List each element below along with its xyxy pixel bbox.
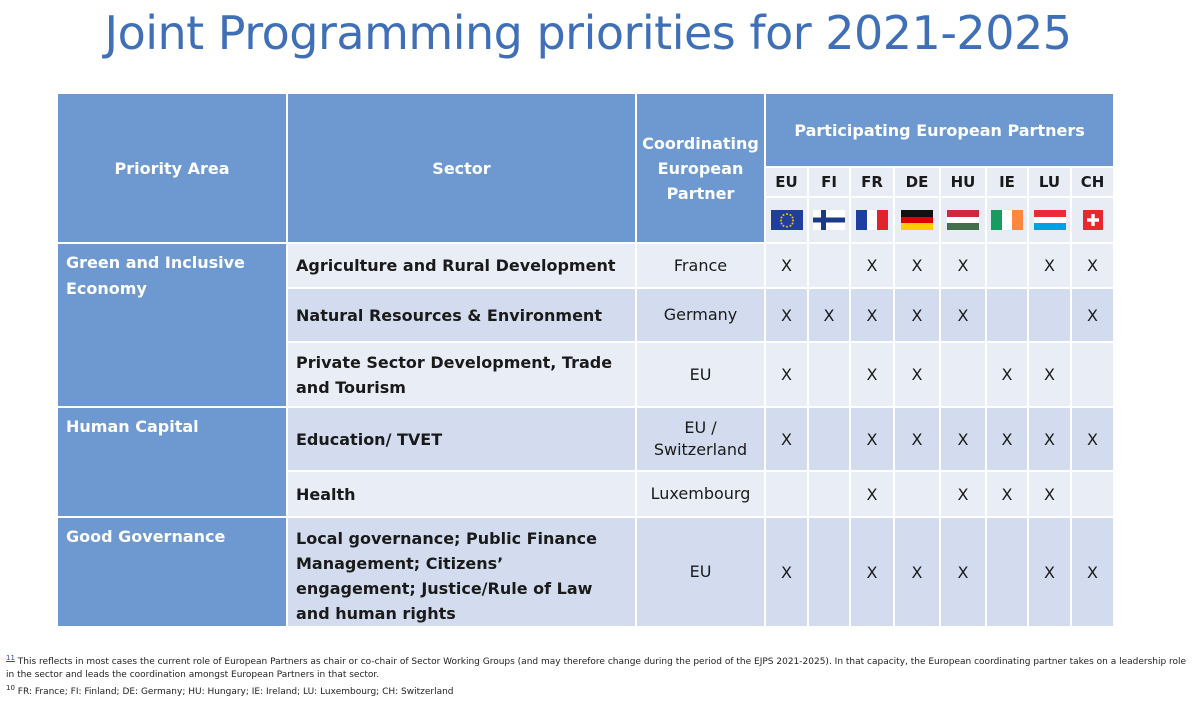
france-flag-icon xyxy=(856,210,888,231)
coordinating-partner: Germany xyxy=(637,289,764,341)
participation-mark: X xyxy=(1029,244,1070,287)
participation-mark: X xyxy=(987,408,1027,470)
participation-mark: X xyxy=(987,472,1027,516)
participation-mark: X xyxy=(766,408,807,470)
partner-code-eu: EU xyxy=(766,168,807,196)
footnote-2: 10 FR: France; FI: Finland; DE: Germany;… xyxy=(6,682,1194,699)
participation-mark: X xyxy=(1072,244,1114,287)
coordinating-partner: Luxembourg xyxy=(637,472,764,516)
ireland-flag-icon xyxy=(991,210,1023,231)
participation-mark xyxy=(809,343,849,406)
participation-mark: X xyxy=(1029,408,1070,470)
footnote-2-text: FR: France; FI: Finland; DE: Germany; HU… xyxy=(17,687,454,697)
header-participating-partners: Participating European Partners xyxy=(766,94,1114,166)
priority-area-good-governance: Good Governance xyxy=(58,518,286,626)
participation-mark: X xyxy=(851,244,893,287)
participation-mark xyxy=(987,244,1027,287)
participation-mark: X xyxy=(851,289,893,341)
participation-mark: X xyxy=(941,472,985,516)
footnote-2-marker: 10 xyxy=(6,684,15,692)
participation-mark xyxy=(809,408,849,470)
footnote-1-marker[interactable]: 11 xyxy=(6,654,15,662)
participation-mark xyxy=(941,343,985,406)
coordinating-partner: EU / Switzerland xyxy=(637,408,764,470)
participation-mark xyxy=(895,472,939,516)
switzerland-flag-icon xyxy=(1082,210,1103,231)
participation-mark: X xyxy=(1029,472,1070,516)
participation-mark: X xyxy=(766,343,807,406)
sector-name: Health xyxy=(288,472,635,516)
partner-code-fi: FI xyxy=(809,168,849,196)
priority-area-green-economy: Green and Inclusive Economy xyxy=(58,244,286,406)
partner-code-hu: HU xyxy=(941,168,985,196)
finland-flag-icon xyxy=(813,210,845,231)
priority-area-human-capital: Human Capital xyxy=(58,408,286,516)
partner-code-fr: FR xyxy=(851,168,893,196)
sector-name: Education/ TVET xyxy=(288,408,635,470)
participation-mark: X xyxy=(851,343,893,406)
partner-code-ie: IE xyxy=(987,168,1027,196)
participation-mark: X xyxy=(766,244,807,287)
participation-mark: X xyxy=(1029,518,1070,626)
footnotes: 11 This reflects in most cases the curre… xyxy=(6,652,1194,699)
participation-mark: X xyxy=(895,518,939,626)
participation-mark: X xyxy=(1072,289,1114,341)
participation-mark: X xyxy=(941,518,985,626)
footnote-1-text: This reflects in most cases the current … xyxy=(6,657,1187,680)
sector-name: Local governance; Public Finance Managem… xyxy=(288,518,635,626)
participation-mark: X xyxy=(1072,408,1114,470)
participation-mark: X xyxy=(851,408,893,470)
footnote-1: 11 This reflects in most cases the curre… xyxy=(6,652,1194,682)
participation-mark xyxy=(766,472,807,516)
participation-mark: X xyxy=(851,518,893,626)
participation-mark xyxy=(1072,343,1114,406)
header-sector: Sector xyxy=(288,94,635,242)
partner-code-de: DE xyxy=(895,168,939,196)
sector-name: Private Sector Development, Trade and To… xyxy=(288,343,635,406)
participation-mark: X xyxy=(987,343,1027,406)
participation-mark: X xyxy=(895,408,939,470)
participation-mark xyxy=(1072,472,1114,516)
participation-mark: X xyxy=(1029,343,1070,406)
partner-code-lu: LU xyxy=(1029,168,1070,196)
participation-mark: X xyxy=(809,289,849,341)
partner-code-ch: CH xyxy=(1072,168,1114,196)
participation-mark: X xyxy=(766,518,807,626)
participation-mark: X xyxy=(766,289,807,341)
participation-mark xyxy=(809,244,849,287)
sector-name: Natural Resources & Environment xyxy=(288,289,635,341)
germany-flag-icon xyxy=(901,210,933,231)
eu-flag-icon xyxy=(770,210,803,231)
hungary-flag-icon xyxy=(947,210,979,231)
luxembourg-flag-icon xyxy=(1033,210,1066,231)
coordinating-partner: France xyxy=(637,244,764,287)
coordinating-partner: EU xyxy=(637,343,764,406)
participation-mark: X xyxy=(895,289,939,341)
page-title: Joint Programming priorities for 2021-20… xyxy=(104,6,1073,60)
participation-mark xyxy=(1029,289,1070,341)
coordinating-partner: EU xyxy=(637,518,764,626)
participation-mark: X xyxy=(941,289,985,341)
participation-mark: X xyxy=(1072,518,1114,626)
participation-mark: X xyxy=(851,472,893,516)
participation-mark: X xyxy=(895,244,939,287)
participation-mark: X xyxy=(941,244,985,287)
participation-mark: X xyxy=(895,343,939,406)
sector-name: Agriculture and Rural Development xyxy=(288,244,635,287)
participation-mark: X xyxy=(941,408,985,470)
header-priority-area: Priority Area xyxy=(58,94,286,242)
participation-mark xyxy=(809,472,849,516)
participation-mark xyxy=(987,518,1027,626)
header-coordinating-partner: Coordinating European Partner xyxy=(637,94,764,242)
participation-mark xyxy=(809,518,849,626)
participation-mark xyxy=(987,289,1027,341)
priorities-table: Priority Area Sector Coordinating Europe… xyxy=(56,92,1115,628)
